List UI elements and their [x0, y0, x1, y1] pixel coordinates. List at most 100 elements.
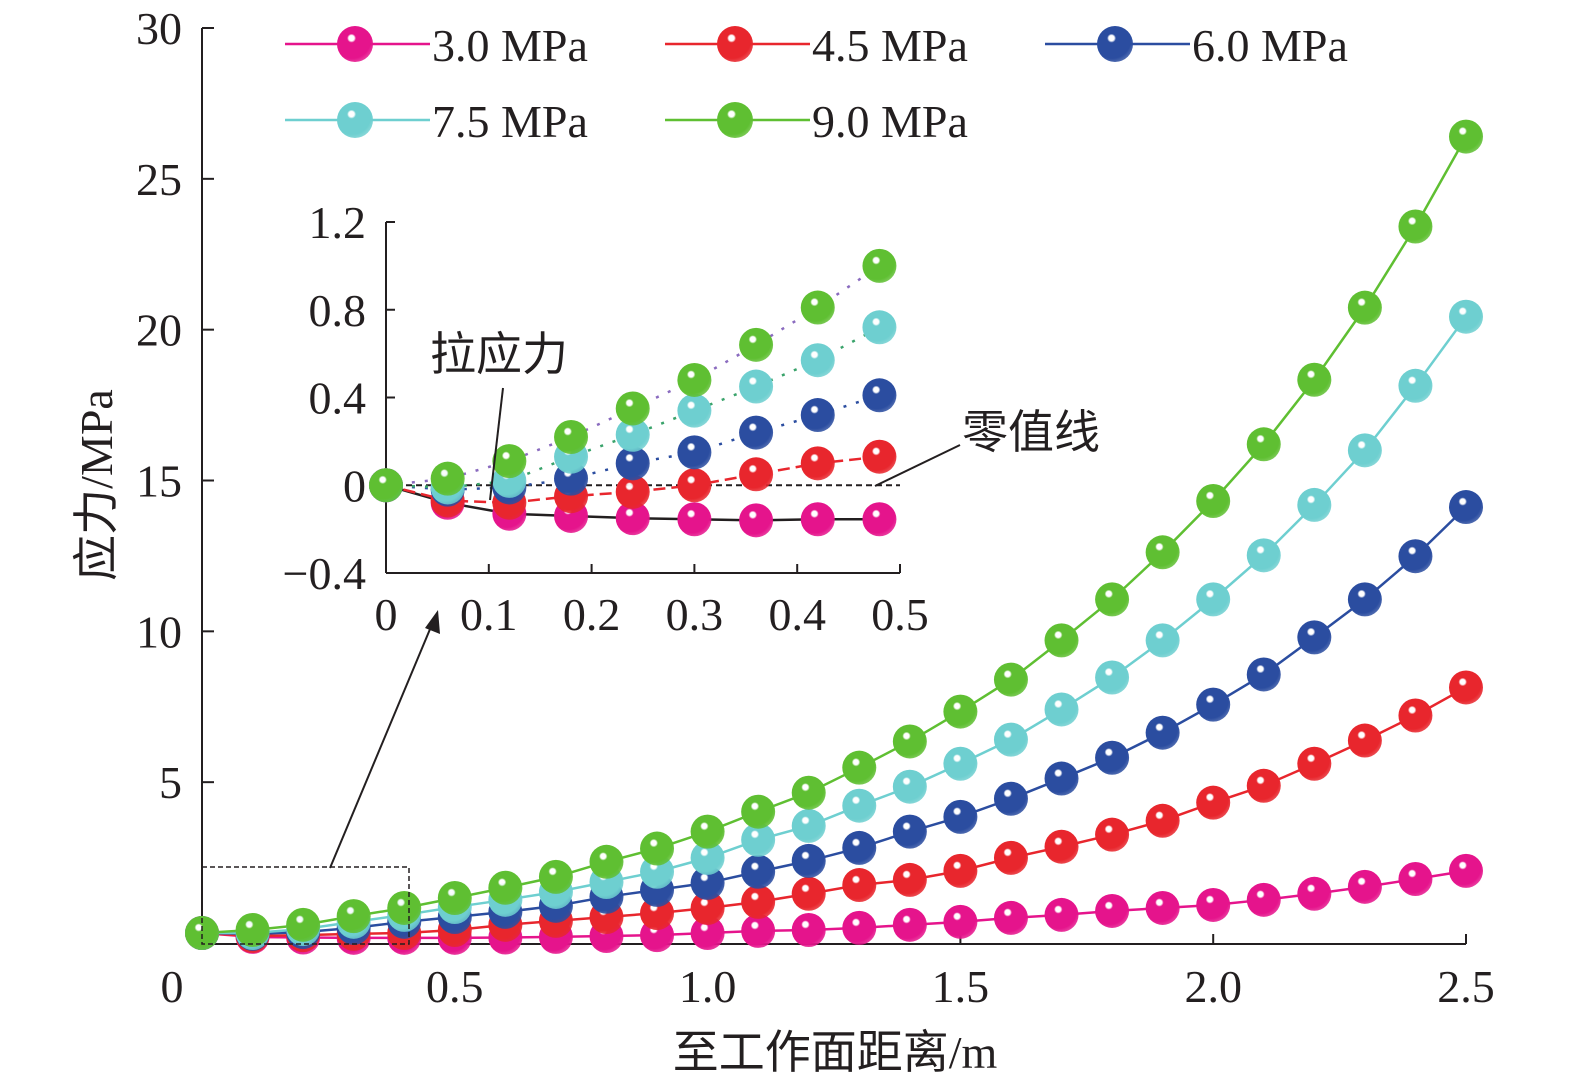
data-point: [640, 831, 675, 866]
data-point: [1398, 862, 1433, 897]
data-point: [892, 862, 927, 897]
data-point: [1297, 746, 1332, 781]
legend-label: 3.0 MPa: [432, 20, 588, 71]
y-tick-label: 30: [136, 3, 182, 54]
inset-x-tick-label: 0.1: [460, 589, 518, 640]
inset-y-tick-label: 0.8: [309, 285, 367, 336]
tension-leader: [489, 387, 504, 501]
inset-data-point: [739, 415, 774, 450]
data-point: [185, 916, 219, 950]
inset-data-point: [677, 468, 712, 503]
x-tick-label: 2.0: [1184, 961, 1242, 1012]
y-tick-label: 25: [136, 154, 182, 205]
data-point: [1196, 785, 1231, 820]
legend-item: 7.5 MPa: [285, 96, 588, 147]
data-point: [1347, 869, 1382, 904]
data-point: [1145, 535, 1180, 570]
data-point: [1246, 768, 1281, 803]
inset-data-point: [800, 502, 835, 537]
data-point: [1297, 876, 1332, 911]
data-point: [842, 868, 877, 903]
inset-y-tick-label: 0: [343, 460, 366, 511]
inset-data-point: [862, 248, 897, 283]
y-tick-label: 5: [159, 757, 182, 808]
data-point: [1196, 484, 1231, 519]
data-point: [1246, 427, 1281, 462]
inset-data-point: [862, 378, 897, 413]
inset-data-point: [677, 435, 712, 470]
data-point: [1196, 687, 1231, 722]
y-tick-label: 15: [136, 456, 182, 507]
data-point: [1145, 715, 1180, 750]
data-point: [842, 788, 877, 823]
zero-line-label: 零值线: [962, 407, 1100, 458]
inset-data-point: [862, 439, 897, 474]
inset-data-point: [677, 393, 712, 428]
data-point: [286, 907, 321, 942]
inset-data-point: [862, 310, 897, 345]
data-point: [993, 840, 1028, 875]
data-point: [1449, 853, 1483, 888]
data-point: [1095, 740, 1130, 775]
data-point: [1449, 299, 1483, 334]
data-point: [1398, 368, 1433, 403]
data-point: [1347, 290, 1382, 325]
inset-data-point: [862, 502, 897, 537]
inset-x-tick-label: 0: [375, 589, 398, 640]
legend-marker: [337, 102, 373, 138]
legend: 3.0 MPa 4.5 MPa 6.0 MPa 7.5 MPa 9.0 MPa: [285, 20, 1348, 147]
data-point: [1196, 887, 1231, 922]
data-point: [1347, 723, 1382, 758]
inset-data-point: [800, 446, 835, 481]
x-tick-label: 1.5: [932, 961, 990, 1012]
inset-data-point: [739, 369, 774, 404]
data-point: [387, 890, 422, 925]
inset-y-tick-label: −0.4: [283, 548, 366, 599]
data-point: [842, 830, 877, 865]
data-point: [1145, 803, 1180, 838]
legend-marker: [337, 26, 373, 62]
data-point: [1297, 620, 1332, 655]
x-tick-label: 1.0: [679, 961, 737, 1012]
data-point: [1449, 670, 1483, 705]
main-series-points: [185, 119, 1483, 955]
inset-chart: 0 0.1 0.2 0.3 0.4 0.5−0.400.40.81.2: [283, 197, 929, 640]
data-point: [690, 865, 725, 900]
y-axis-label: 应力/MPa: [71, 389, 122, 581]
data-point: [993, 781, 1028, 816]
data-point: [1297, 487, 1332, 522]
data-point: [640, 854, 675, 889]
data-point: [741, 913, 776, 948]
inset-x-tick-label: 0.3: [666, 589, 724, 640]
legend-item: 4.5 MPa: [665, 20, 968, 71]
data-point: [892, 814, 927, 849]
data-point: [1449, 119, 1483, 154]
data-point: [538, 859, 573, 894]
data-point: [892, 907, 927, 942]
y-tick-label: 20: [136, 305, 182, 356]
data-point: [1347, 433, 1382, 468]
inset-data-point: [615, 474, 650, 509]
data-point: [993, 662, 1028, 697]
inset-data-point: [369, 468, 403, 503]
x-tick-label: 0: [161, 961, 184, 1012]
inset-data-point: [800, 290, 835, 325]
inset-data-point: [677, 502, 712, 537]
legend-label: 4.5 MPa: [812, 20, 968, 71]
data-point: [1398, 539, 1433, 574]
x-axis-label: 至工作面距离/m: [673, 1027, 998, 1078]
inset-data-point: [739, 457, 774, 492]
tension-label: 拉应力: [430, 329, 568, 380]
inset-y-tick-label: 1.2: [309, 197, 367, 248]
data-point: [791, 775, 826, 810]
x-tick-label: 0.5: [426, 961, 484, 1012]
inset-data-point: [739, 503, 774, 538]
inset-data-point: [615, 417, 650, 452]
data-point: [1145, 890, 1180, 925]
legend-item: 6.0 MPa: [1045, 20, 1348, 71]
data-point: [741, 794, 776, 829]
data-point: [1297, 362, 1332, 397]
inset-data-point: [492, 444, 527, 479]
inset-data-point: [615, 446, 650, 481]
